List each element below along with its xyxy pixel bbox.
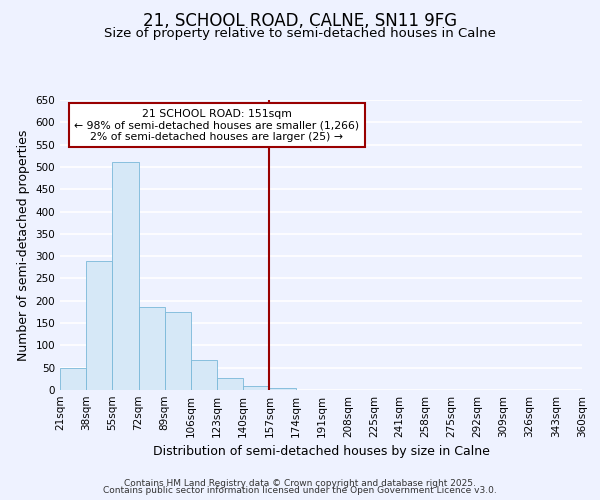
Bar [139,308,165,390]
Bar [191,360,217,390]
Y-axis label: Number of semi-detached properties: Number of semi-detached properties [17,130,30,360]
Bar [269,388,296,390]
Bar [112,162,139,390]
Bar [243,386,269,390]
X-axis label: Distribution of semi-detached houses by size in Calne: Distribution of semi-detached houses by … [152,446,490,458]
Bar [165,312,191,390]
Bar [217,378,243,390]
Text: Contains HM Land Registry data © Crown copyright and database right 2025.: Contains HM Land Registry data © Crown c… [124,478,476,488]
Text: Contains public sector information licensed under the Open Government Licence v3: Contains public sector information licen… [103,486,497,495]
Text: 21, SCHOOL ROAD, CALNE, SN11 9FG: 21, SCHOOL ROAD, CALNE, SN11 9FG [143,12,457,30]
Bar [86,260,112,390]
Text: Size of property relative to semi-detached houses in Calne: Size of property relative to semi-detach… [104,28,496,40]
Text: 21 SCHOOL ROAD: 151sqm
← 98% of semi-detached houses are smaller (1,266)
2% of s: 21 SCHOOL ROAD: 151sqm ← 98% of semi-det… [74,108,359,142]
Bar [60,368,86,390]
